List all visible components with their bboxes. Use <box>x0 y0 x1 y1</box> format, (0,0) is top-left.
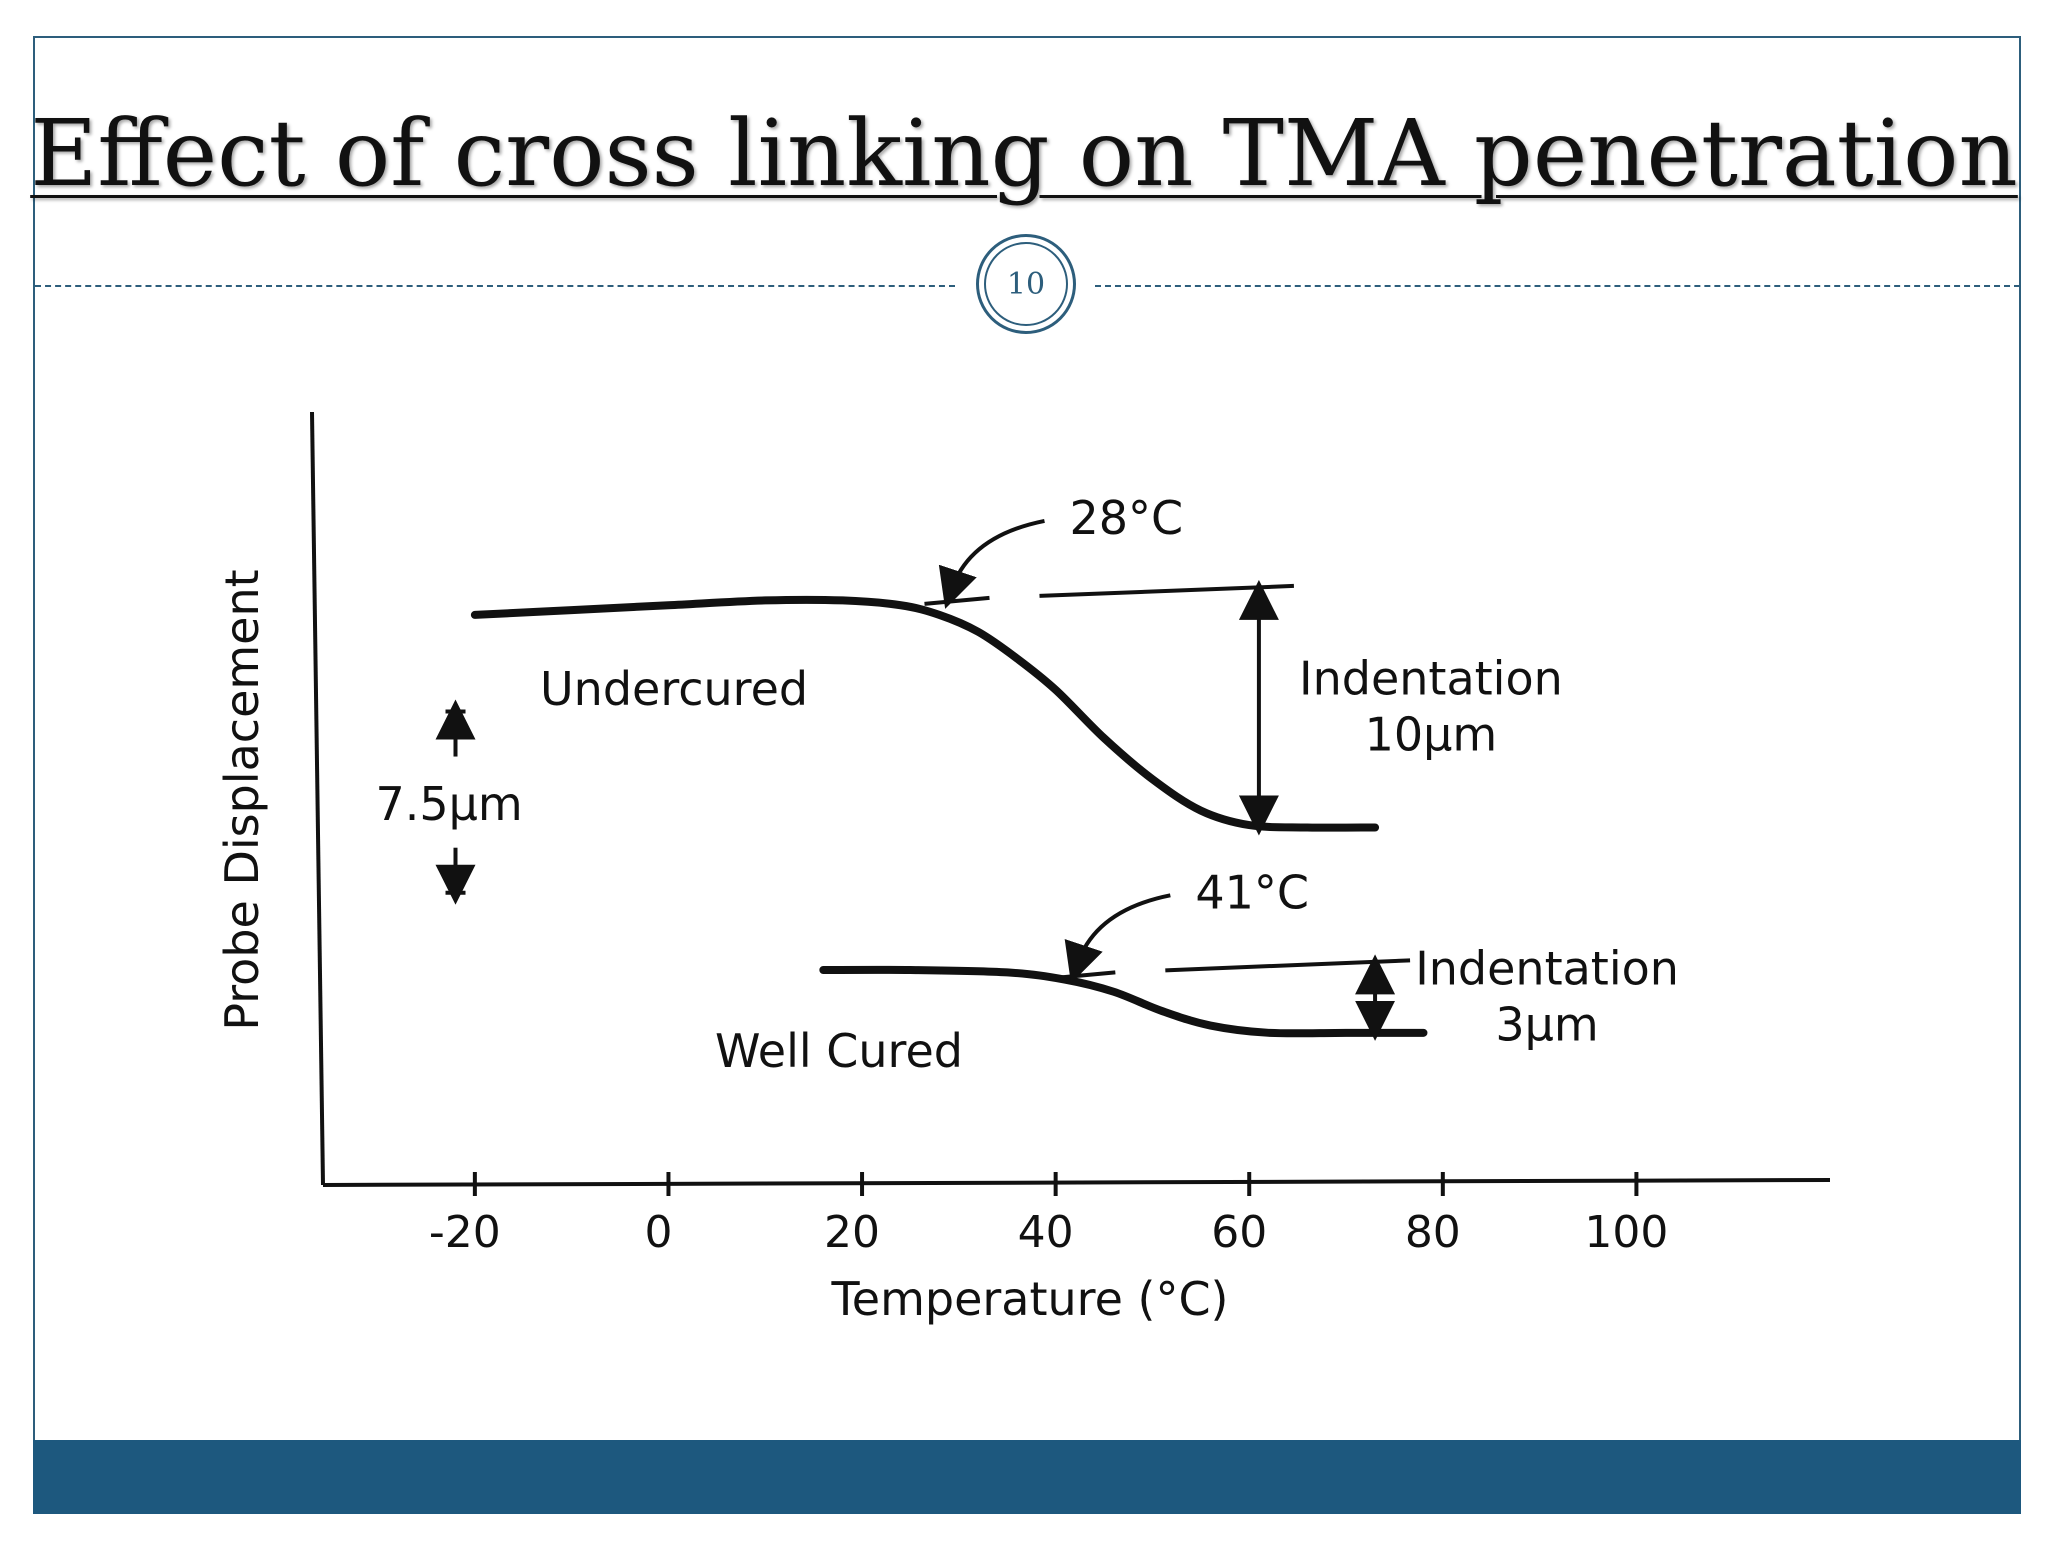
indentation-top-line-0 <box>1039 583 1294 598</box>
x-tick-label: 100 <box>1584 1207 1668 1258</box>
y-axis-label: Probe Displacement <box>215 569 269 1030</box>
label-undercured: Undercured <box>540 662 808 716</box>
footer-bar <box>33 1440 2021 1514</box>
page-number-badge: 10 <box>976 234 1076 334</box>
indentation-label-line1-0: Indentation <box>1299 652 1563 706</box>
header-divider-right <box>1095 285 2020 287</box>
y-axis-line <box>310 411 325 1186</box>
header-divider-left <box>35 285 955 287</box>
scale-bar-label: 7.5µm <box>376 777 523 831</box>
indentation-label-line1-1: Indentation <box>1415 942 1679 996</box>
slide-title: Effect of cross linking on TMA penetrati… <box>30 100 2018 207</box>
x-axis-line <box>322 1178 1831 1187</box>
chart-series <box>470 595 1428 1038</box>
x-tick-label: -20 <box>429 1207 501 1258</box>
x-tick-label: 80 <box>1405 1207 1461 1258</box>
onset-label-0: 28°C <box>1069 491 1183 545</box>
series-line-well-cured <box>819 965 1428 1038</box>
indentation-label-line2-1: 3µm <box>1495 998 1598 1052</box>
x-tick-label: 20 <box>824 1207 880 1258</box>
indentation-top-line-1 <box>1165 958 1411 973</box>
label-well-cured: Well Cured <box>715 1024 963 1078</box>
onset-label-1: 41°C <box>1195 865 1309 919</box>
x-tick-label: 40 <box>1018 1207 1074 1258</box>
x-tick-label: 0 <box>644 1207 672 1258</box>
chart-annotations: Undercured Well Cured 7.5µm 28°C Indentation… <box>376 491 1679 1078</box>
x-axis-label: Temperature (°C) <box>830 1272 1228 1326</box>
onset-arrow-0 <box>938 518 1045 609</box>
x-tick-label: 60 <box>1211 1207 1267 1258</box>
series-line-undercured <box>470 595 1380 832</box>
indentation-label-line2-0: 10µm <box>1365 708 1498 762</box>
onset-arrow-1 <box>1064 893 1171 984</box>
chart-axes: -20 0 20 40 60 80 100 Temperature (°C) Probe Dis… <box>215 411 1831 1326</box>
onset-tangent-0 <box>924 595 990 606</box>
